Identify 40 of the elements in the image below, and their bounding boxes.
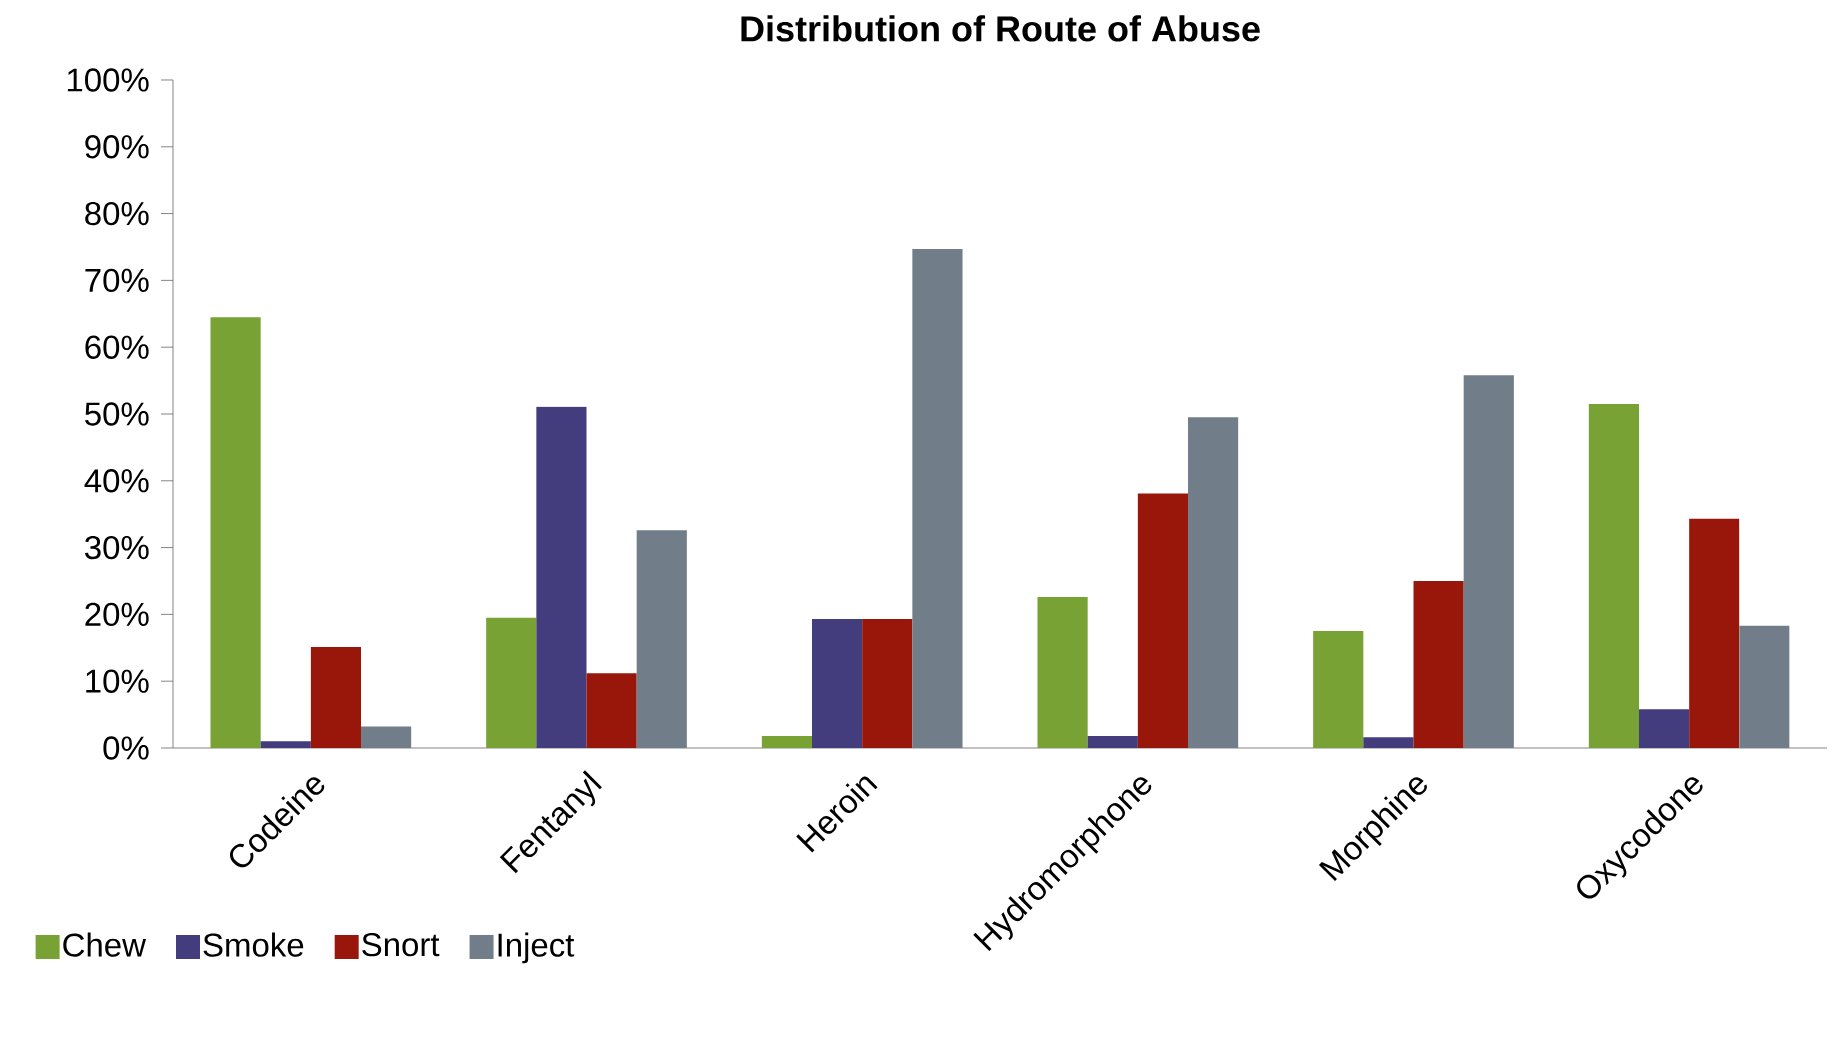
bar <box>1363 737 1414 748</box>
bar <box>486 617 537 748</box>
bar <box>1639 709 1690 748</box>
legend-label: Smoke <box>203 932 304 957</box>
bar <box>361 726 412 748</box>
y-tick-label: 100% <box>67 68 149 92</box>
bar <box>862 619 913 748</box>
bar <box>586 673 637 748</box>
y-tick-label: 80% <box>85 201 149 226</box>
y-tick-label: 30% <box>85 535 149 560</box>
y-tick-label: 0% <box>103 736 149 760</box>
bar <box>1087 735 1138 748</box>
bar <box>1463 375 1514 748</box>
y-tick-label: 10% <box>86 669 149 693</box>
bar <box>1413 580 1464 748</box>
bar <box>536 406 587 748</box>
bar <box>1037 597 1088 748</box>
chart-title: Distribution of Route of Abuse <box>741 15 1260 42</box>
bar <box>812 619 863 748</box>
y-tick-label: 20% <box>85 602 149 627</box>
bar <box>1739 625 1790 748</box>
bar <box>912 248 963 748</box>
y-tick-label: 60% <box>85 335 149 359</box>
bar <box>1588 403 1639 748</box>
bar <box>1689 518 1740 748</box>
y-tick-label: 90% <box>85 135 149 159</box>
bar <box>1137 493 1189 748</box>
bar <box>310 647 362 748</box>
legend-label: Snort <box>362 932 440 957</box>
bar <box>210 317 261 748</box>
y-tick-label: 70% <box>85 268 149 293</box>
bar <box>1313 631 1364 748</box>
y-tick-label: 50% <box>85 402 149 426</box>
y-tick-label: 40% <box>84 469 149 493</box>
bar <box>636 530 687 748</box>
bar <box>260 741 311 748</box>
legend-label: Chew <box>63 932 147 957</box>
legend-label: Inject <box>498 932 575 964</box>
bar <box>761 735 812 748</box>
bar <box>1188 417 1239 748</box>
